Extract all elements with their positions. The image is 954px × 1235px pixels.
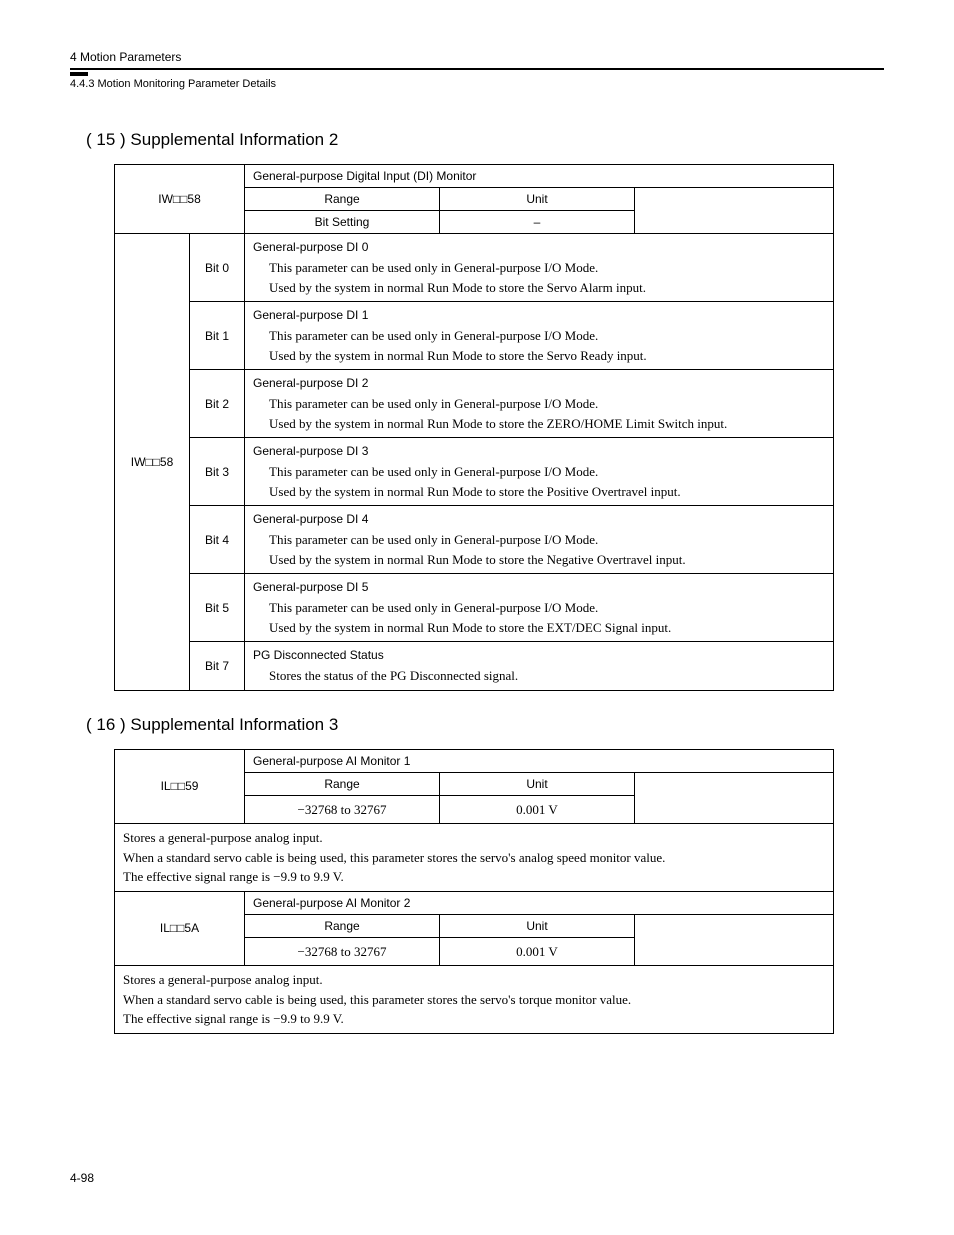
di-line: Used by the system in normal Run Mode to…: [269, 346, 825, 366]
di-title: PG Disconnected Status: [253, 646, 825, 664]
ai-monitor-table: IL□□59 General-purpose AI Monitor 1 Rang…: [114, 749, 834, 1034]
di-line: Used by the system in normal Run Mode to…: [269, 278, 825, 298]
bit-description: PG Disconnected Status Stores the status…: [245, 642, 834, 691]
header-rule: [70, 68, 884, 70]
di-title: General-purpose DI 3: [253, 442, 825, 460]
di-title: General-purpose DI 4: [253, 510, 825, 528]
unit-header: Unit: [440, 914, 635, 937]
unit-value: –: [440, 211, 635, 234]
blank-header: [635, 772, 834, 824]
di-line: This parameter can be used only in Gener…: [269, 258, 825, 278]
di-line: This parameter can be used only in Gener…: [269, 530, 825, 550]
note-line: The effective signal range is −9.9 to 9.…: [123, 1011, 344, 1026]
range-value: Bit Setting: [245, 211, 440, 234]
table-title: General-purpose AI Monitor 2: [245, 891, 834, 914]
note-line: The effective signal range is −9.9 to 9.…: [123, 869, 344, 884]
register-label: IL□□59: [115, 749, 245, 824]
blank-header: [635, 188, 834, 234]
di-line: Used by the system in normal Run Mode to…: [269, 618, 825, 638]
di-title: General-purpose DI 2: [253, 374, 825, 392]
monitor-note: Stores a general-purpose analog input. W…: [115, 824, 834, 892]
monitor-note: Stores a general-purpose analog input. W…: [115, 966, 834, 1034]
bit-description: General-purpose DI 1 This parameter can …: [245, 302, 834, 370]
unit-header: Unit: [440, 188, 635, 211]
range-value: −32768 to 32767: [245, 795, 440, 824]
subsection-header: 4.4.3 Motion Monitoring Parameter Detail…: [70, 78, 884, 90]
note-line: When a standard servo cable is being use…: [123, 850, 665, 865]
register-label: IL□□5A: [115, 891, 245, 966]
range-header: Range: [245, 914, 440, 937]
note-line: Stores a general-purpose analog input.: [123, 972, 323, 987]
bit-label: Bit 0: [190, 234, 245, 302]
bit-description: General-purpose DI 0 This parameter can …: [245, 234, 834, 302]
di-title: General-purpose DI 0: [253, 238, 825, 256]
di-monitor-table: IW□□58 General-purpose Digital Input (DI…: [114, 164, 834, 691]
di-line: This parameter can be used only in Gener…: [269, 598, 825, 618]
register-label: IW□□58: [115, 165, 245, 234]
section-16-title: ( 16 ) Supplemental Information 3: [86, 715, 884, 735]
di-line: This parameter can be used only in Gener…: [269, 462, 825, 482]
bit-description: General-purpose DI 5 This parameter can …: [245, 574, 834, 642]
note-line: When a standard servo cable is being use…: [123, 992, 631, 1007]
di-line: Used by the system in normal Run Mode to…: [269, 482, 825, 502]
unit-header: Unit: [440, 772, 635, 795]
range-value: −32768 to 32767: [245, 937, 440, 966]
header-accent: [70, 72, 88, 76]
range-header: Range: [245, 772, 440, 795]
bit-label: Bit 1: [190, 302, 245, 370]
bit-label: Bit 4: [190, 506, 245, 574]
di-title: General-purpose DI 1: [253, 306, 825, 324]
di-line: Used by the system in normal Run Mode to…: [269, 414, 825, 434]
bit-description: General-purpose DI 2 This parameter can …: [245, 370, 834, 438]
range-header: Range: [245, 188, 440, 211]
page-number: 4-98: [70, 1171, 94, 1185]
bit-label: Bit 5: [190, 574, 245, 642]
register-label-bits: IW□□58: [115, 234, 190, 691]
bit-label: Bit 2: [190, 370, 245, 438]
di-line: This parameter can be used only in Gener…: [269, 394, 825, 414]
section-15-title: ( 15 ) Supplemental Information 2: [86, 130, 884, 150]
bit-label: Bit 7: [190, 642, 245, 691]
blank-header: [635, 914, 834, 966]
di-line: Stores the status of the PG Disconnected…: [269, 666, 825, 686]
bit-description: General-purpose DI 4 This parameter can …: [245, 506, 834, 574]
table-title: General-purpose Digital Input (DI) Monit…: [245, 165, 834, 188]
bit-label: Bit 3: [190, 438, 245, 506]
note-line: Stores a general-purpose analog input.: [123, 830, 323, 845]
unit-value: 0.001 V: [440, 937, 635, 966]
chapter-header: 4 Motion Parameters: [70, 50, 884, 64]
table-title: General-purpose AI Monitor 1: [245, 749, 834, 772]
di-line: Used by the system in normal Run Mode to…: [269, 550, 825, 570]
di-line: This parameter can be used only in Gener…: [269, 326, 825, 346]
di-title: General-purpose DI 5: [253, 578, 825, 596]
bit-description: General-purpose DI 3 This parameter can …: [245, 438, 834, 506]
unit-value: 0.001 V: [440, 795, 635, 824]
